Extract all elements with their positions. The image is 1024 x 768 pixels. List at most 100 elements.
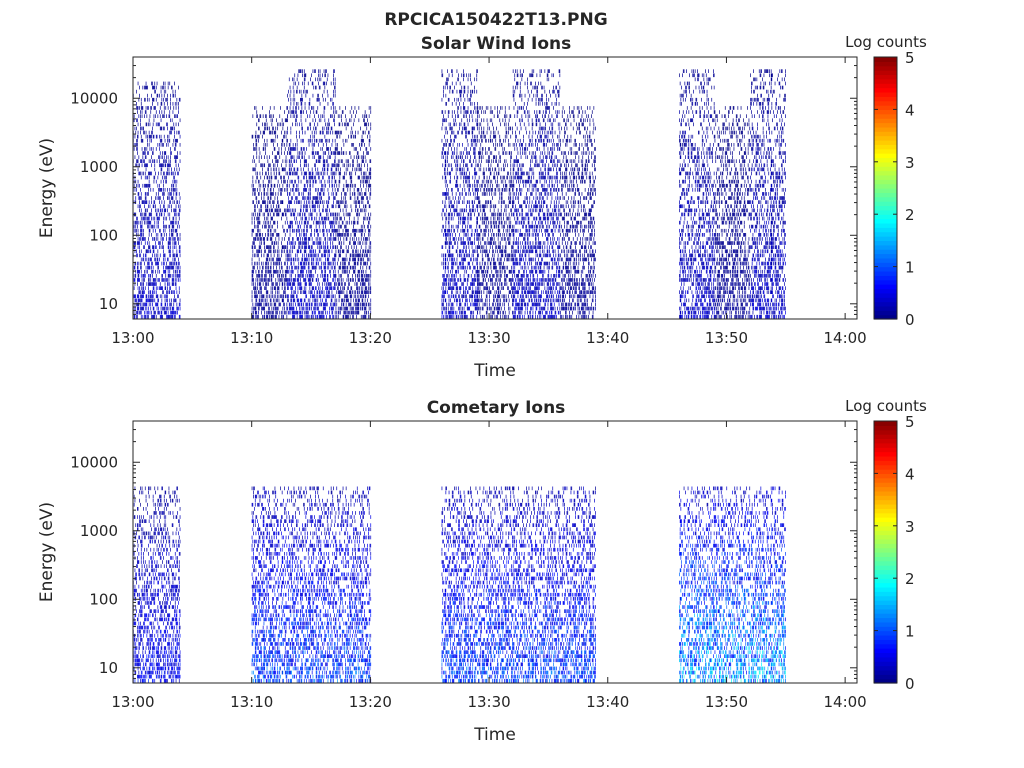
spectrogram-cell [362, 224, 364, 229]
spectrogram-cell [287, 220, 288, 225]
spectrogram-cell [306, 294, 307, 299]
spectrogram-cell [291, 278, 292, 282]
spectrogram-cell [149, 204, 151, 209]
spectrogram-cell [282, 212, 284, 217]
spectrogram-cell [307, 220, 308, 225]
spectrogram-cell [316, 290, 318, 294]
spectrogram-cell [270, 314, 272, 319]
spectrogram-cell [323, 249, 325, 254]
spectrogram-cell [338, 220, 340, 225]
spectrogram-cell [305, 159, 307, 163]
spectrogram-cell [317, 233, 319, 237]
spectrogram-cell [260, 278, 262, 282]
spectrogram-cell [322, 241, 324, 245]
spectrogram-cell [355, 228, 356, 233]
spectrogram-cell [350, 183, 352, 188]
spectrogram-cell [298, 237, 300, 241]
spectrogram-cell [314, 294, 315, 299]
spectrogram-cell [137, 306, 139, 311]
spectrogram-cell [450, 171, 451, 176]
spectrogram-cell [279, 257, 281, 262]
spectrogram-cell [302, 245, 303, 249]
spectrogram-cell [300, 269, 302, 274]
spectrogram-cell [173, 106, 175, 110]
spectrogram-cell [152, 294, 153, 299]
spectrogram-cell [317, 200, 319, 204]
spectrogram-cell [324, 216, 326, 221]
spectrogram-cell [323, 126, 325, 131]
spectrogram-cell [277, 306, 279, 311]
spectrogram-cell [305, 118, 307, 123]
spectrogram-cell [335, 228, 337, 233]
spectrogram-cell [140, 188, 141, 192]
spectrogram-cell [442, 302, 444, 307]
spectrogram-cell [144, 212, 145, 217]
spectrogram-cell [333, 106, 334, 110]
spectrogram-cell [263, 147, 265, 151]
spectrogram-cell [302, 69, 303, 73]
spectrogram-cell [169, 249, 171, 254]
spectrogram-cell [167, 171, 169, 176]
spectrogram-cell [311, 233, 312, 237]
spectrogram-cell [306, 245, 307, 249]
spectrogram-cell [446, 241, 447, 245]
spectrogram-cell [285, 278, 287, 282]
spectrogram-cell [277, 241, 279, 245]
spectrogram-cell [370, 245, 372, 249]
spectrogram-cell [288, 183, 290, 188]
spectrogram-cell [153, 179, 155, 184]
spectrogram-cell [329, 155, 330, 159]
spectrogram-cell [345, 257, 346, 262]
spectrogram-cell [348, 159, 349, 163]
spectrogram-cell [140, 298, 142, 303]
spectrogram-cell [363, 183, 364, 188]
spectrogram-cell [160, 102, 162, 106]
spectrogram-cell [309, 278, 311, 282]
spectrogram-cell [364, 110, 366, 114]
spectrogram-cell [148, 245, 150, 249]
spectrogram-cell [143, 126, 144, 131]
spectrogram-cell [267, 245, 269, 249]
spectrogram-cell [317, 77, 319, 82]
spectrogram-cell [290, 220, 292, 225]
spectrogram-cell [310, 175, 311, 180]
spectrogram-cell [349, 175, 351, 180]
spectrogram-cell [452, 302, 454, 307]
spectrogram-cell [444, 151, 445, 155]
spectrogram-cell [152, 122, 154, 127]
spectrogram-cell [441, 261, 443, 266]
spectrogram-cell [288, 208, 290, 213]
spectrogram-cell [284, 212, 286, 217]
spectrogram-cell [143, 228, 144, 233]
spectrogram-cell [334, 261, 336, 266]
spectrogram-cell [159, 163, 160, 168]
spectrogram-cell [255, 278, 257, 282]
spectrogram-cell [155, 212, 157, 217]
spectrogram-cell [335, 192, 337, 196]
spectrogram-cell [313, 106, 315, 110]
spectrogram-cell [369, 282, 371, 286]
spectrogram-cell [303, 224, 305, 229]
spectrogram-cell [324, 81, 326, 86]
spectrogram-cell [162, 208, 163, 213]
spectrogram-cell [153, 200, 155, 204]
spectrogram-cell [253, 306, 254, 311]
spectrogram-cell [340, 249, 341, 254]
spectrogram-cell [144, 171, 146, 176]
spectrogram-cell [334, 171, 335, 176]
spectrogram-cell [449, 241, 451, 245]
spectrogram-cell [358, 269, 360, 274]
spectrogram-cell [310, 122, 311, 127]
spectrogram-cell [337, 200, 338, 204]
spectrogram-cell [253, 155, 254, 159]
spectrogram-cell [446, 143, 447, 147]
spectrogram-cell [364, 237, 366, 241]
spectrogram-cell [155, 245, 156, 249]
spectrogram-cell [273, 261, 275, 266]
spectrogram-cell [300, 241, 302, 245]
spectrogram-cell [360, 171, 362, 176]
spectrogram-cell [367, 167, 368, 172]
spectrogram-cell [296, 138, 298, 143]
spectrogram-cell [341, 290, 343, 294]
spectrogram-cell [153, 306, 155, 311]
